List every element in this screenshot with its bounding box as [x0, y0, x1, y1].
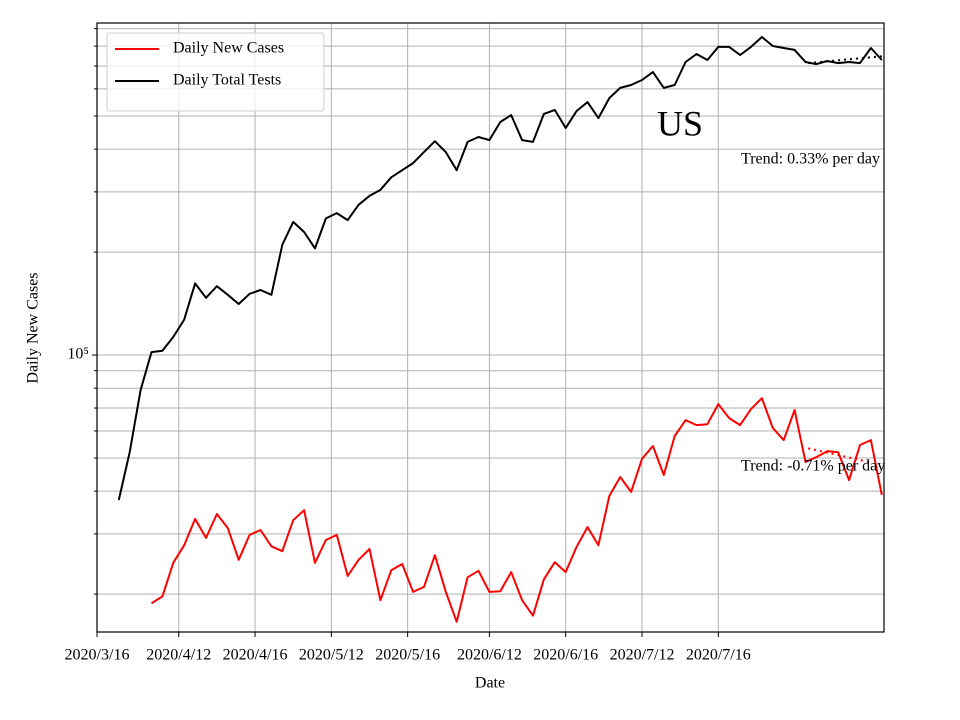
- x-tick-label: 2020/7/12: [610, 647, 675, 664]
- annotation: Trend: -0.71% per day: [741, 458, 885, 475]
- x-axis-label: Date: [475, 675, 505, 692]
- x-tick-label: 2020/6/12: [457, 647, 522, 664]
- x-tick-label: 2020/5/12: [299, 647, 364, 664]
- grid: [92, 23, 884, 637]
- x-tick-label: 2020/4/16: [223, 647, 288, 664]
- annotation: US: [657, 103, 703, 143]
- annotation: Trend: 0.33% per day: [741, 151, 880, 168]
- legend: Daily New Cases Daily Total Tests: [106, 32, 325, 112]
- legend-box: [106, 32, 325, 112]
- series-line: [117, 36, 883, 501]
- x-tick-label: 2020/5/16: [375, 647, 440, 664]
- y-axis-label: Daily New Cases: [25, 272, 42, 383]
- plot-frame: [96, 22, 885, 633]
- x-tick-label: 2020/7/16: [686, 647, 751, 664]
- marks: [117, 36, 884, 623]
- series-line: [150, 397, 883, 623]
- x-tick-label: 2020/4/12: [146, 647, 211, 664]
- x-tick-label: 2020/6/16: [533, 647, 598, 664]
- x-tick-label: 2020/3/16: [65, 647, 130, 664]
- y-tick-label: 10⁵: [67, 346, 89, 363]
- legend-label: Daily New Cases: [173, 40, 284, 57]
- legend-label: Daily Total Tests: [173, 72, 281, 89]
- trend-line: [808, 55, 884, 65]
